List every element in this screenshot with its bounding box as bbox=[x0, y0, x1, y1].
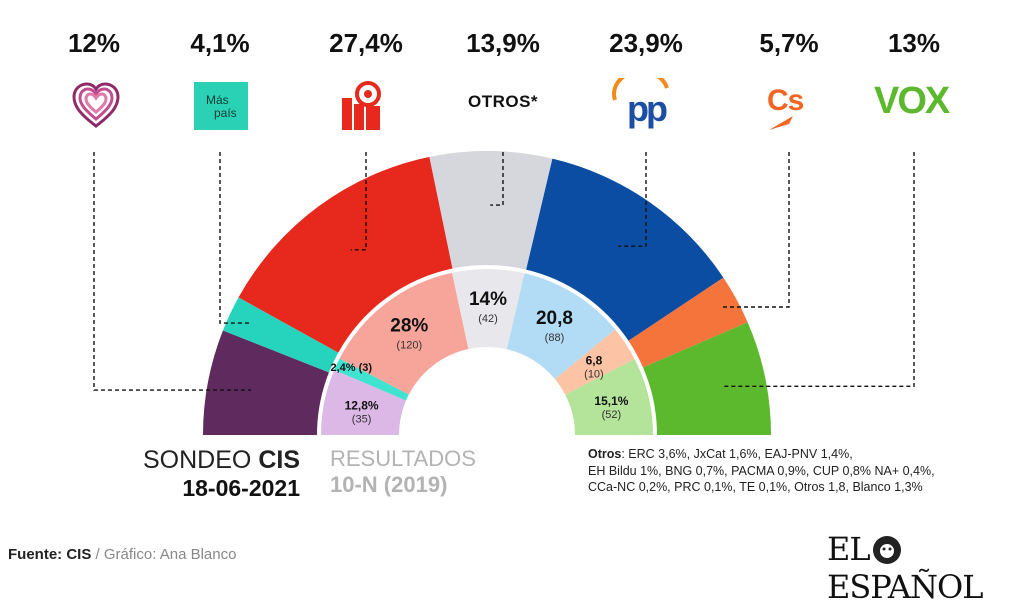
source-value: CIS bbox=[66, 546, 92, 563]
sondeo-title: SONDEO CIS bbox=[130, 446, 300, 474]
resultados-title: RESULTADOS bbox=[330, 446, 476, 471]
graphic-credit: Gráfico: Ana Blanco bbox=[103, 546, 237, 563]
source-label: Fuente: bbox=[8, 546, 63, 563]
connector-line bbox=[219, 152, 251, 324]
connector-lines bbox=[93, 152, 915, 391]
mas-pais-logo: Más país bbox=[194, 82, 248, 130]
outer-ring bbox=[203, 151, 771, 435]
pct-cs: 5,7% bbox=[759, 28, 819, 58]
inner-value-label: 2,4% (3) bbox=[331, 362, 373, 374]
others-note-title: Otros bbox=[588, 447, 622, 461]
connector-line bbox=[722, 152, 915, 388]
pct-otros: 13,9% bbox=[466, 28, 540, 58]
connector-line bbox=[350, 152, 367, 251]
others-note-line3: CCa-NC 0,2%, PRC 0,1%, TE 0,1%, Otros 1,… bbox=[588, 480, 923, 494]
psoe-rose-icon bbox=[340, 80, 382, 137]
inner-seats-label: (10) bbox=[584, 369, 604, 381]
inner-value-label: 12,8% bbox=[345, 398, 379, 412]
others-note-line1: : ERC 3,6%, JxCat 1,6%, EAJ-PNV 1,4%, bbox=[621, 447, 853, 461]
outer-slice-cs bbox=[628, 277, 748, 368]
pp-logo-text: pp bbox=[627, 88, 668, 129]
resultados-legend: RESULTADOS 10-N (2019) bbox=[330, 446, 476, 498]
podemos-heart-icon bbox=[70, 80, 122, 137]
inner-seats-label: (88) bbox=[545, 332, 565, 344]
others-note-line2: EH Bildu 1%, BNG 0,7%, PACMA 0,9%, CUP 0… bbox=[588, 463, 935, 478]
inner-seats-label: (42) bbox=[478, 313, 498, 325]
brand-right: ESPAÑOL bbox=[827, 568, 983, 606]
connector-line bbox=[93, 152, 252, 391]
inner-slice-cs bbox=[554, 329, 635, 395]
mas-pais-logo-line2: país bbox=[214, 106, 237, 120]
cs-logo: Cs bbox=[767, 84, 804, 130]
inner-value-label: 28% bbox=[390, 315, 428, 336]
pct-podemos: 12% bbox=[67, 28, 121, 58]
inner-slice-psoe bbox=[339, 272, 469, 395]
inner-slice-otros bbox=[452, 269, 525, 350]
inner-labels: 12,8%(35) 2,4% (3) 28% (120) 14% (42) 20,8 (88)… bbox=[331, 289, 629, 425]
vox-logo: VOX bbox=[874, 80, 950, 122]
sondeo-prefix: SONDEO bbox=[143, 446, 252, 474]
inner-ring bbox=[321, 269, 653, 435]
inner-slice-pp bbox=[506, 273, 616, 380]
source-separator: / bbox=[91, 546, 104, 563]
lion-icon bbox=[870, 534, 904, 566]
others-note: Otros: ERC 3,6%, JxCat 1,6%, EAJ-PNV 1,4… bbox=[588, 446, 1008, 496]
outer-slice-psoe bbox=[238, 156, 453, 353]
inner-value-label: 20,8 bbox=[536, 308, 573, 329]
pct-vox: 13% bbox=[887, 28, 941, 58]
half-donut-chart: 12,8%(35) 2,4% (3) 28% (120) 14% (42) 20,8 (88)… bbox=[93, 151, 915, 435]
sondeo-legend: SONDEO CIS 18-06-2021 bbox=[130, 446, 300, 502]
inner-value-label: 6,8 bbox=[586, 354, 603, 368]
connector-line bbox=[722, 152, 790, 308]
inner-slice-mas-país bbox=[334, 358, 409, 401]
connector-line bbox=[490, 152, 504, 206]
otros-label: OTROS* bbox=[467, 92, 539, 111]
cs-logo-text: Cs bbox=[767, 84, 804, 117]
inner-slice-vox bbox=[565, 359, 653, 435]
pp-logo: pp bbox=[612, 78, 669, 129]
source-credit: Fuente: CIS / Gráfico: Ana Blanco bbox=[8, 546, 236, 563]
inner-seats-label: (120) bbox=[396, 339, 422, 351]
el-espanol-logo: ELESPAÑOL bbox=[827, 530, 1024, 606]
pct-pp: 23,9% bbox=[609, 28, 683, 58]
inner-slice-podemos bbox=[321, 369, 407, 435]
brand-left: EL bbox=[827, 530, 871, 568]
inner-value-label: 15,1% bbox=[594, 394, 628, 408]
sondeo-date: 18-06-2021 bbox=[182, 475, 300, 501]
connector-line bbox=[618, 152, 647, 247]
inner-value-label: 14% bbox=[469, 289, 507, 310]
pct-psoe: 27,4% bbox=[329, 28, 403, 58]
inner-seats-label: (52) bbox=[602, 409, 622, 421]
outer-slice-pp bbox=[526, 158, 724, 341]
inner-seats-label: (35) bbox=[352, 413, 372, 425]
mas-pais-logo-line1: Más bbox=[206, 93, 229, 107]
sondeo-bold: CIS bbox=[258, 446, 300, 474]
outer-slice-otros bbox=[429, 151, 553, 270]
outer-slice-podemos bbox=[203, 330, 329, 435]
outer-slice-vox bbox=[643, 322, 771, 435]
pct-mas-pais: 4,1% bbox=[190, 28, 250, 58]
resultados-election: 10-N (2019) bbox=[330, 472, 448, 497]
outer-slice-mas-país bbox=[222, 297, 339, 373]
